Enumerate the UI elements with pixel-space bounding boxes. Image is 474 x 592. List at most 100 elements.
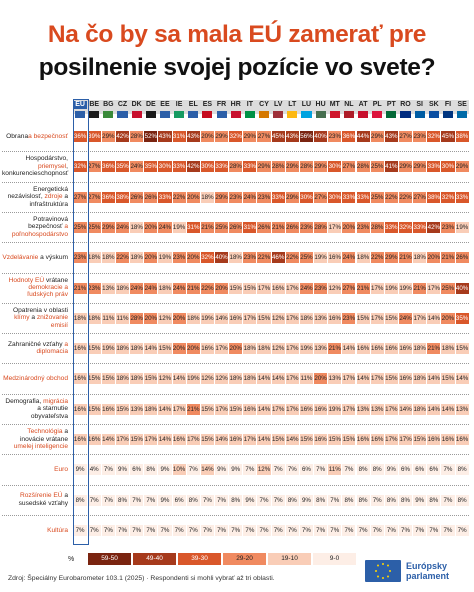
heatmap-cell: 23% (172, 252, 186, 264)
heatmap-cell: 9% (115, 464, 130, 476)
heatmap-cell: 14% (215, 434, 229, 445)
heatmap-cell: 18% (101, 252, 115, 264)
row-label: Technológia a inovácie vrátane umelej in… (13, 428, 68, 450)
heatmap-cell: 9% (243, 494, 257, 506)
heatmap-cell: 16% (73, 434, 87, 445)
heatmap-cell: 15% (413, 434, 427, 445)
heatmap-cell: 18% (356, 252, 370, 264)
flag-icon-de (145, 111, 156, 118)
heatmap-cell: 29% (257, 161, 271, 173)
row-separator (2, 514, 470, 516)
heatmap-cell: 9% (384, 464, 398, 476)
european-parliament-logo (365, 560, 401, 582)
row-separator (2, 363, 470, 365)
heatmap-cell: 35% (115, 161, 130, 173)
heatmap-cell: 18% (158, 282, 172, 294)
heatmap-cell: 26% (144, 191, 158, 203)
heatmap-cell: 6% (172, 494, 186, 506)
heatmap-cell: 29% (370, 131, 384, 142)
heatmap-cell: 22% (172, 191, 186, 203)
heatmap-cell: 17% (413, 312, 427, 324)
heatmap-cell: 43% (158, 131, 172, 142)
heatmap-cell: 32% (398, 221, 413, 233)
heatmap-cell: 28% (299, 161, 314, 173)
heatmap-cell: 29% (243, 131, 257, 142)
heatmap-cell: 31% (243, 221, 257, 233)
column-header-hu: HU (315, 101, 326, 108)
heatmap-cell: 18% (413, 343, 427, 355)
heatmap-cell: 20% (172, 312, 186, 324)
heatmap-cell: 17% (285, 343, 299, 355)
column-header-fr: FR (216, 101, 227, 108)
heatmap-cell: 21% (73, 282, 87, 294)
heatmap-cell: 39% (87, 131, 101, 142)
heatmap-cell: 15% (115, 403, 130, 415)
column-header-si: SI (416, 101, 423, 108)
row-label: Hospodárstvo, priemysel, konkurenciescho… (2, 155, 69, 178)
heatmap-cell: 15% (441, 373, 455, 385)
heatmap-cell: 26% (229, 221, 243, 233)
heatmap-cell: 16% (200, 343, 214, 355)
row-label: Rozšírenie EÚ a susedské vzťahy (18, 492, 68, 507)
heatmap-cell: 18% (115, 343, 130, 355)
heatmap-cell: 9% (299, 494, 314, 506)
heatmap-cell: 18% (87, 252, 101, 264)
heatmap-cell: 29% (285, 161, 299, 173)
heatmap-cell: 7% (101, 464, 115, 476)
column-header-es: ES (202, 101, 213, 108)
heatmap-cell: 29% (314, 161, 328, 173)
heatmap-cell: 29% (101, 221, 115, 233)
heatmap-cell: 7% (427, 524, 441, 536)
heatmap-cell: 17% (342, 403, 356, 415)
heatmap-cell: 11% (115, 312, 130, 324)
heatmap-cell: 7% (271, 494, 285, 506)
heatmap-cell: 7% (328, 524, 342, 536)
heatmap-cell: 42% (115, 131, 130, 142)
heatmap-cell: 17% (328, 221, 342, 233)
heatmap-cell: 23% (342, 312, 356, 324)
heatmap-cell: 7% (285, 524, 299, 536)
heatmap-cell: 7% (130, 494, 144, 506)
flag-icon-at (358, 111, 369, 118)
heatmap-cell: 7% (441, 464, 455, 476)
heatmap-cell: 17% (384, 434, 398, 445)
heatmap-cell: 18% (73, 312, 87, 324)
heatmap-cell: 17% (370, 282, 384, 294)
heatmap-cell: 23% (87, 282, 101, 294)
heatmap-cell: 7% (73, 524, 87, 536)
heatmap-cell: 45% (271, 131, 285, 142)
heatmap-cell: 15% (200, 403, 214, 415)
heatmap-cell: 7% (271, 524, 285, 536)
heatmap-cell: 8% (427, 494, 441, 506)
heatmap-cell: 32% (200, 252, 214, 264)
heatmap-cell: 21% (271, 221, 285, 233)
heatmap-cell: 7% (257, 494, 271, 506)
flag-icon-sk (428, 111, 439, 118)
heatmap-cell: 16% (243, 403, 257, 415)
row-label: Energetická nezávislosť, zdroje a infraš… (7, 185, 68, 208)
heatmap-cell: 8% (73, 494, 87, 506)
heatmap-cell: 29% (215, 191, 229, 203)
heatmap-cell: 27% (314, 191, 328, 203)
heatmap-cell: 16% (370, 434, 384, 445)
heatmap-cell: 8% (229, 494, 243, 506)
heatmap-cell: 15% (87, 343, 101, 355)
page-title-line-1: Na čo by sa mala EÚ zamerať pre (47, 21, 427, 48)
heatmap-cell: 7% (130, 524, 144, 536)
heatmap-cell: 45% (441, 131, 455, 142)
legend-bin: 49-40 (133, 553, 176, 565)
heatmap-cell: 19% (186, 373, 200, 385)
row-label: Demografia, migrácia a starnutie obyvate… (5, 397, 68, 420)
heatmap-cell: 20% (144, 221, 158, 233)
heatmap-cell: 14% (257, 373, 271, 385)
heatmap-cell: 16% (229, 434, 243, 445)
heatmap-cell: 15% (328, 434, 342, 445)
heatmap-cell: 14% (285, 434, 299, 445)
heatmap-cell: 15% (384, 312, 398, 324)
heatmap-cell: 27% (398, 131, 413, 142)
flag-icon-mt (329, 111, 340, 118)
heatmap-cell: 7% (215, 494, 229, 506)
heatmap-cell: 7% (257, 524, 271, 536)
heatmap-cell: 15% (229, 282, 243, 294)
heatmap-cell: 18% (229, 252, 243, 264)
